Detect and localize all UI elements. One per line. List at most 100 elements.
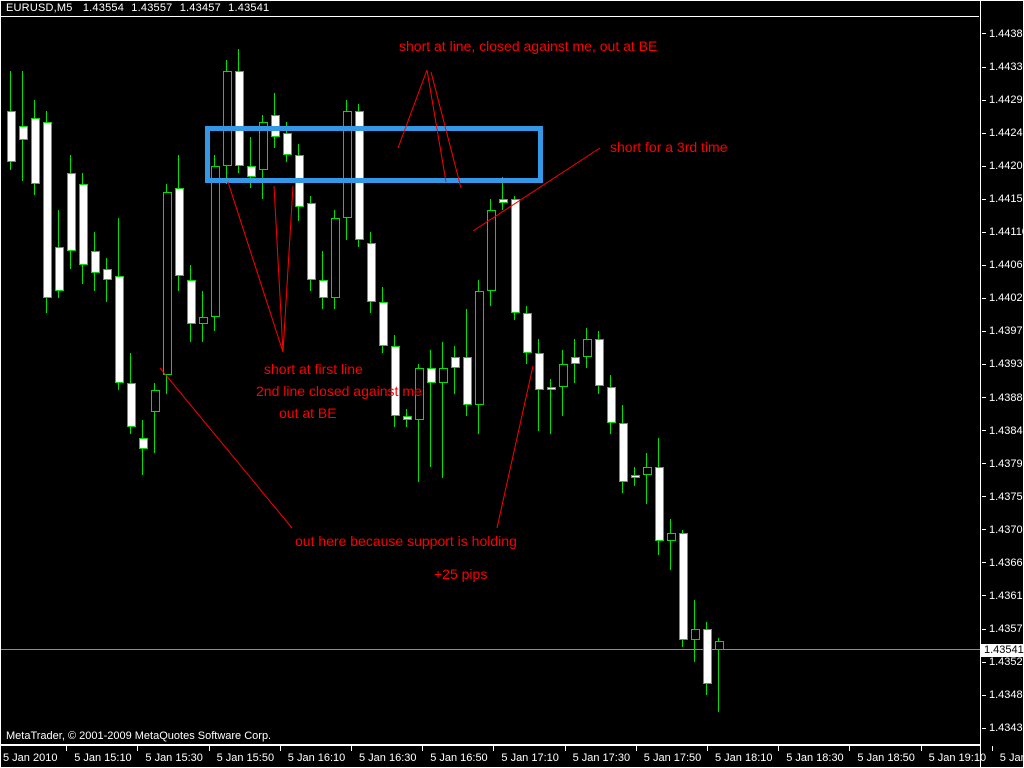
candlestick [90, 17, 100, 745]
price-tick: 1.43660 [981, 557, 1024, 569]
candle-body [510, 199, 520, 314]
candle-body [198, 316, 208, 325]
window-border-top [0, 0, 1024, 1]
candle-body [438, 368, 448, 383]
note-short-at-line: short at line, closed against me, out at… [399, 38, 658, 54]
time-tick-mark [849, 746, 851, 751]
candle-body [618, 423, 628, 482]
time-tick-mark [351, 746, 352, 751]
candle-body [426, 368, 436, 383]
symbol-timeframe-label: EURUSD,M5 [6, 2, 73, 14]
candle-body [114, 276, 124, 383]
price-tick: 1.43480 [981, 689, 1024, 701]
current-price-line [1, 649, 980, 651]
price-tick-label: 1.44245 [989, 127, 1024, 140]
price-tick: 1.43975 [981, 325, 1024, 338]
time-tick-mark [422, 746, 424, 751]
price-tick-mark [982, 628, 986, 630]
price-tick-label: 1.44290 [989, 94, 1024, 107]
candlestick [6, 17, 16, 745]
candlestick [594, 17, 604, 745]
candle-wick [550, 379, 551, 435]
price-tick-mark [982, 364, 986, 366]
candle-body [210, 166, 220, 317]
candle-body [222, 70, 232, 167]
price-tick: 1.44290 [981, 94, 1024, 106]
price-tick-mark [982, 33, 986, 35]
price-tick-label: 1.43750 [989, 490, 1024, 503]
price-tick-mark [982, 529, 986, 531]
candle-body [378, 302, 388, 347]
candle-body [150, 390, 160, 413]
price-tick-mark [982, 231, 986, 233]
candlestick [30, 17, 40, 745]
candlestick [198, 17, 208, 745]
price-tick-label: 1.44335 [989, 61, 1024, 74]
candle-body [306, 202, 316, 280]
note-plus-25-pips: +25 pips [434, 566, 488, 582]
candle-body [678, 533, 688, 640]
price-tick: 1.43930 [981, 358, 1024, 371]
price-tick-label: 1.43840 [989, 424, 1024, 437]
candlestick [414, 17, 424, 745]
candle-body [246, 166, 256, 178]
candle-wick [250, 136, 251, 189]
status-bar: MetaTrader, © 2001-2009 MetaQuotes Softw… [1, 729, 980, 745]
candlestick [426, 17, 436, 745]
candlestick [222, 17, 232, 745]
price-tick: 1.43570 [981, 623, 1024, 635]
candle-body [606, 386, 616, 424]
price-tick-label: 1.43660 [989, 556, 1024, 569]
candle-body [642, 467, 652, 475]
ohlc-values: 1.43554 1.43557 1.43457 1.43541 [83, 2, 273, 14]
price-tick-mark [982, 132, 986, 134]
time-tick-mark [991, 746, 993, 751]
price-tick-label: 1.43705 [989, 523, 1024, 536]
candlestick [282, 17, 292, 745]
time-tick-label: 5 Jan 16:30 [359, 752, 417, 764]
candlestick [210, 17, 220, 745]
price-tick: 1.44155 [981, 193, 1024, 205]
current-price-label: 1.43541 [981, 644, 1024, 658]
time-tick-mark [279, 746, 281, 751]
candlestick [546, 17, 556, 745]
price-tick-label: 1.43975 [989, 325, 1024, 338]
price-tick-mark [982, 727, 986, 729]
candle-body [498, 199, 508, 203]
price-tick: 1.44245 [981, 127, 1024, 139]
candle-wick [454, 346, 455, 394]
candlestick [18, 17, 28, 745]
candle-body [282, 133, 292, 156]
candlestick [258, 17, 268, 745]
consolidation-zone-rectangle[interactable] [205, 126, 543, 183]
candlestick [438, 17, 448, 745]
candlestick [54, 17, 64, 745]
candlestick [714, 17, 724, 745]
candlestick [318, 17, 328, 745]
candlestick [270, 17, 280, 745]
candle-body [342, 111, 352, 218]
candle-body [126, 382, 136, 427]
candle-wick [442, 342, 443, 479]
price-tick-label: 1.44155 [989, 193, 1024, 206]
candle-body [654, 467, 664, 541]
time-tick-mark [493, 746, 495, 751]
chart-plot-area[interactable] [1, 17, 980, 745]
candle-body [666, 533, 676, 541]
candle-body [90, 250, 100, 273]
price-axis[interactable]: 1.44380 1.44335 1.44290 1.44245 1.44200 1.441… [980, 1, 1024, 767]
candlestick [306, 17, 316, 745]
time-tick-label: 5 Jan 16:50 [430, 752, 488, 764]
candlestick [150, 17, 160, 745]
price-tick-label: 1.43615 [989, 589, 1024, 602]
candlestick [618, 17, 628, 745]
candlestick [558, 17, 568, 745]
candlestick [162, 17, 172, 745]
candlestick [66, 17, 76, 745]
price-tick-label: 1.43795 [989, 457, 1024, 470]
note-short-first-line: short at first line [264, 361, 363, 377]
candlestick [666, 17, 676, 745]
candle-body [414, 368, 424, 420]
candle-body [366, 243, 376, 303]
